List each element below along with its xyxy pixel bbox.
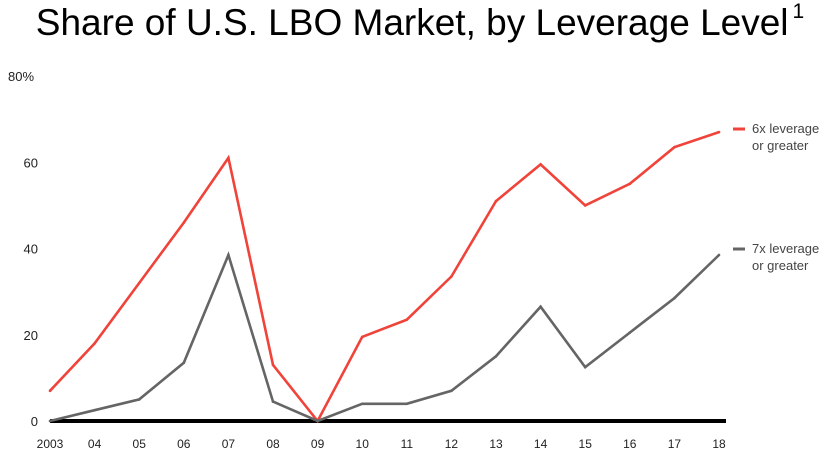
x-tick-label-10: 10 bbox=[356, 437, 370, 451]
x-tick-label-16: 16 bbox=[623, 437, 637, 451]
x-tick-label-07: 07 bbox=[222, 437, 236, 451]
data-point-7x-09 bbox=[316, 419, 319, 423]
x-tick-label-04: 04 bbox=[88, 437, 102, 451]
x-tick-label-05: 05 bbox=[133, 437, 147, 451]
data-point-7x-10 bbox=[360, 402, 364, 406]
data-point-6x-16 bbox=[628, 182, 632, 186]
title-footnote: 1 bbox=[792, 0, 805, 23]
x-tick-label-13: 13 bbox=[489, 437, 503, 451]
data-point-7x-11 bbox=[405, 402, 409, 406]
data-point-7x-13 bbox=[494, 355, 498, 358]
data-point-6x-05 bbox=[137, 281, 141, 285]
data-point-7x-2003 bbox=[48, 419, 52, 423]
x-tick-label-11: 11 bbox=[401, 437, 414, 451]
x-axis: 2003 04 05 06 07 08 09 10 11 12 13 14 15 16 17 18 bbox=[37, 419, 726, 451]
legend: 6x leverage or greater 7x leverage or great… bbox=[733, 121, 819, 273]
x-tick-label-18: 18 bbox=[712, 437, 726, 451]
x-tick-label-12: 12 bbox=[445, 437, 459, 451]
data-point-6x-04 bbox=[93, 342, 96, 345]
data-point-6x-2003 bbox=[48, 389, 52, 393]
data-point-6x-18 bbox=[717, 130, 721, 134]
data-point-6x-10 bbox=[360, 335, 364, 339]
y-tick-label-20: 20 bbox=[24, 328, 38, 343]
data-point-7x-14 bbox=[539, 305, 542, 309]
data-point-6x-13 bbox=[494, 199, 498, 203]
data-point-6x-11 bbox=[405, 318, 409, 321]
chart-title-text: Share of U.S. LBO Market, by Leverage Le… bbox=[35, 2, 789, 43]
data-point-7x-05 bbox=[137, 398, 141, 401]
legend-label-7x-line1: 7x leverage bbox=[752, 241, 819, 256]
data-point-6x-07 bbox=[227, 156, 230, 160]
x-tick-label-08: 08 bbox=[266, 437, 280, 451]
data-point-7x-17 bbox=[673, 296, 676, 300]
data-point-7x-18 bbox=[717, 253, 721, 257]
data-point-7x-06 bbox=[182, 361, 186, 365]
y-tick-label-0: 0 bbox=[31, 414, 38, 429]
data-point-7x-08 bbox=[271, 400, 275, 403]
data-point-6x-12 bbox=[450, 275, 453, 278]
data-point-7x-16 bbox=[628, 331, 632, 334]
y-tick-label-60: 60 bbox=[24, 155, 38, 170]
legend-label-6x-line1: 6x leverage bbox=[752, 121, 819, 136]
x-tick-label-2003: 2003 bbox=[37, 437, 64, 451]
data-point-6x-17 bbox=[673, 145, 676, 149]
series-line-6x-leverage bbox=[49, 130, 720, 424]
x-tick-label-15: 15 bbox=[579, 437, 593, 451]
x-tick-label-06: 06 bbox=[177, 437, 191, 451]
x-tick-label-17: 17 bbox=[668, 437, 682, 451]
y-tick-label-80pct: 80% bbox=[8, 69, 34, 84]
data-point-6x-06 bbox=[182, 221, 186, 224]
data-point-7x-07 bbox=[227, 253, 230, 257]
legend-label-6x-line2: or greater bbox=[752, 138, 809, 153]
x-tick-label-09: 09 bbox=[311, 437, 325, 451]
data-point-6x-14 bbox=[539, 163, 542, 166]
series-layer bbox=[48, 130, 721, 424]
data-point-7x-15 bbox=[583, 365, 587, 369]
y-tick-label-40: 40 bbox=[24, 242, 38, 257]
chart-title: Share of U.S. LBO Market, by Leverage Le… bbox=[0, 0, 840, 44]
data-point-6x-15 bbox=[583, 204, 587, 207]
series-line-7x-leverage bbox=[49, 251, 720, 423]
data-point-6x-08 bbox=[271, 363, 275, 367]
x-tick-label-14: 14 bbox=[534, 437, 548, 451]
data-point-7x-12 bbox=[450, 389, 453, 393]
y-axis: 0 20 40 60 80% bbox=[8, 69, 38, 429]
legend-label-7x-line2: or greater bbox=[752, 258, 809, 273]
data-point-7x-04 bbox=[93, 408, 96, 412]
